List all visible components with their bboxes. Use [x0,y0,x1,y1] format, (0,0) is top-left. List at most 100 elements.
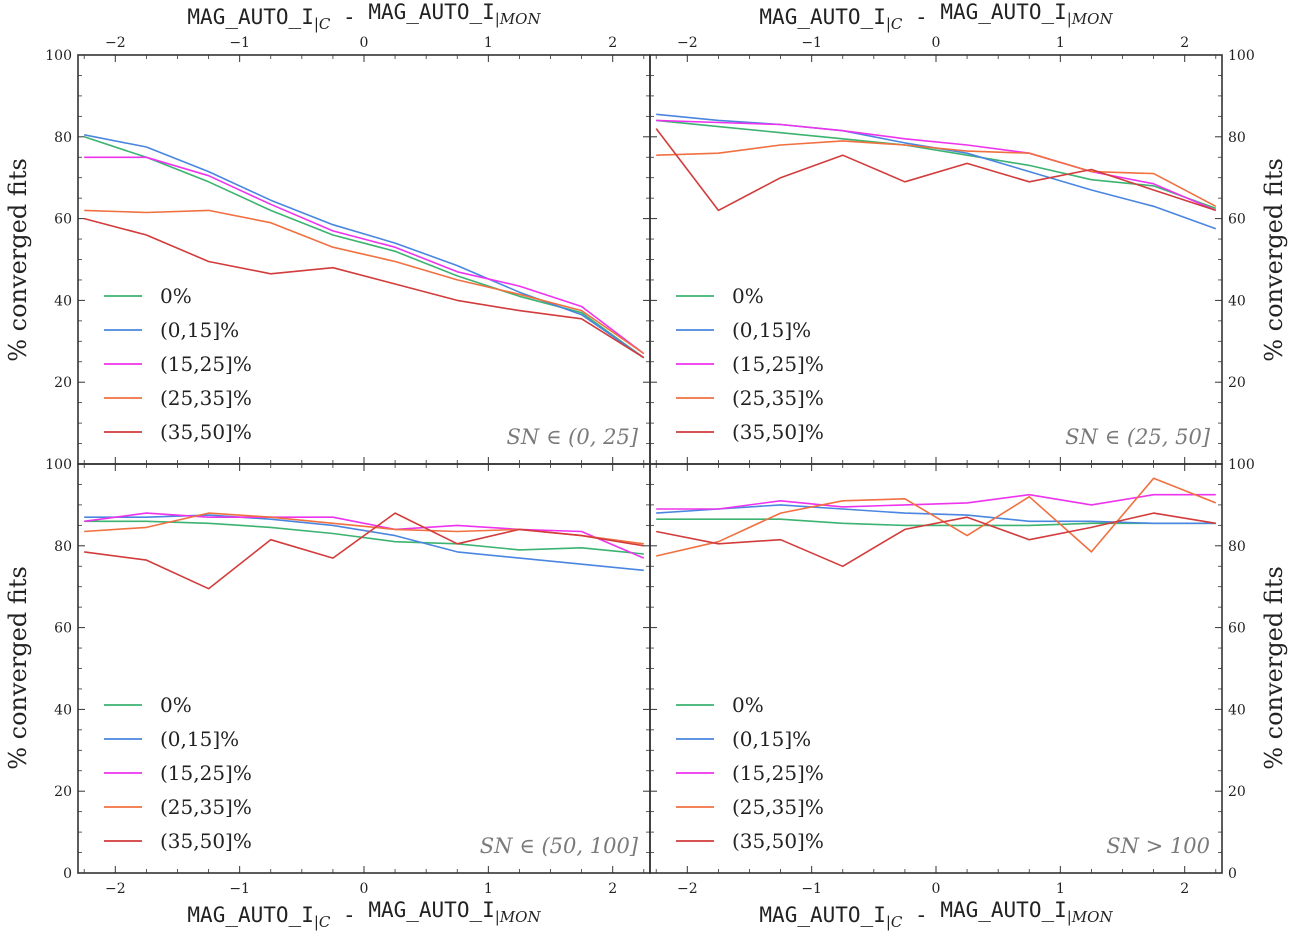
series-line-(15,25]% [656,119,1217,212]
y-axis-title: % converged fits [1260,566,1288,770]
series-line-(35,50]% [655,128,1217,212]
series-line-(25,35]% [84,512,644,545]
legend-label: (25,35]% [160,795,252,819]
legend: 0% (0,15]% (15,25]% (25,35]% (35,50]% [104,693,252,853]
legend: 0% (0,15]% (15,25]% (25,35]% (35,50]% [676,693,824,853]
y-axis-title: % converged fits [4,158,32,362]
x-axis-title-subscript: |C [886,913,903,931]
x-axis-title-subscript: |MON [495,908,542,926]
x-tick-label: 1 [1056,35,1065,51]
series-line-0% [656,119,1217,210]
x-axis-title-part: - [330,5,368,29]
x-axis-title-part: MAG_AUTO_I [940,0,1066,24]
x-tick-label: −2 [677,35,698,51]
series-line-(15,25]% [656,493,1216,510]
x-tick-label: −1 [229,35,250,51]
x-axis-title-part: MAG_AUTO_I [368,0,494,24]
legend-label: (25,35]% [732,795,824,819]
series-line-(0,15]% [84,514,644,572]
panels-layer: −2 −1 0 1 2204060801000%(0,15]%(15,25]%(25,3… [45,35,1254,897]
series-line-(0,15]% [656,113,1217,230]
series-line-(0,15]% [84,134,645,359]
x-axis-title-part: MAG_AUTO_I [940,898,1066,922]
y-tick-label: 60 [1228,212,1246,228]
x-axis-title-part: - [902,903,940,927]
y-tick-label: 0 [63,866,72,882]
sn-annotation: SN ∈ (0, 25] [507,425,639,449]
x-tick-label: −1 [801,881,822,897]
legend-label: 0% [732,693,764,717]
legend-label: 0% [160,693,192,717]
sn-annotation: SN ∈ (25, 50] [1065,425,1211,449]
x-axis-title: MAG_AUTO_I|C - MAG_AUTO_I|MON [187,898,541,931]
series-line-(15,25]% [84,156,645,355]
x-axis-title-part: MAG_AUTO_I [759,903,885,927]
x-tick-label: −1 [229,881,250,897]
y-tick-label: 40 [54,702,72,718]
legend: 0% (0,15]% (15,25]% (25,35]% (35,50]% [676,284,824,444]
legend-label: (25,35]% [160,386,252,410]
x-tick-label: 0 [932,35,941,51]
y-tick-label: 60 [54,621,72,637]
legend: 0% (0,15]% (15,25]% (25,35]% (35,50]% [104,284,252,444]
y-axis-title: % converged fits [4,566,32,770]
panel-top-right: −2 −1 0 1 2 20 40 60 80 100 0% (0,15]% (15,25]% (25,3… [649,35,1255,465]
x-tick-label: 0 [932,881,941,897]
x-axis-title-subscript: |C [886,15,903,33]
y-tick-label: 80 [54,539,72,555]
x-tick-label: −2 [105,881,126,897]
y-tick-label: 20 [1228,375,1246,391]
x-axis-title-part: MAG_AUTO_I [187,5,313,29]
x-axis-title-subscript: |C [314,15,331,33]
series-line-0% [83,136,645,359]
x-axis-title-subscript: |C [314,913,331,931]
legend-label: 0% [160,284,192,308]
x-tick-label: 2 [608,881,617,897]
x-axis-title-part: - [902,5,940,29]
x-axis-title: MAG_AUTO_I|C - MAG_AUTO_I|MON [759,0,1113,33]
legend-label: (15,25]% [160,352,252,376]
x-axis-title-subscript: |MON [1067,908,1114,926]
y-tick-label: 40 [1228,293,1246,309]
y-tick-label: 80 [1228,130,1246,146]
series-line-0% [656,518,1216,527]
x-tick-label: 0 [360,881,369,897]
x-axis-title-subscript: |MON [1067,10,1114,28]
x-tick-label: 0 [360,35,369,51]
legend-label: (0,15]% [160,727,239,751]
series-line-(25,35]% [656,477,1217,557]
sn-annotation: SN ∈ (50, 100] [480,834,639,858]
y-tick-label: 100 [45,457,72,473]
x-tick-label: 1 [484,35,493,51]
x-axis-title: MAG_AUTO_I|C - MAG_AUTO_I|MON [187,0,541,33]
y-tick-label: 100 [45,48,72,64]
axis-titles-layer: MAG_AUTO_I|C - MAG_AUTO_I|MON MAG_AUTO_I|… [4,0,1288,931]
x-tick-label: 1 [1056,881,1065,897]
legend-label: 0% [732,284,764,308]
legend-label: (0,15]% [160,318,239,342]
y-tick-label: 40 [1228,702,1246,718]
legend-label: (0,15]% [732,318,811,342]
y-tick-label: 100 [1228,457,1255,473]
legend-label: (0,15]% [732,727,811,751]
legend-label: (35,50]% [732,829,824,853]
x-axis-title-subscript: |MON [495,10,542,28]
x-tick-label: 1 [484,881,493,897]
x-tick-label: −2 [677,881,698,897]
x-axis-title-part: MAG_AUTO_I [759,5,885,29]
x-tick-label: 2 [1180,881,1189,897]
panel-bottom-left: −2 −1 0 1 20204060801000%(0,15]%(15,25]%(25,… [45,457,651,897]
x-axis-title-part: MAG_AUTO_I [187,903,313,927]
legend-label: (15,25]% [732,761,824,785]
legend-label: (35,50]% [732,420,824,444]
legend-label: (15,25]% [160,761,252,785]
x-tick-label: 2 [1180,35,1189,51]
legend-label: (25,35]% [732,386,824,410]
sn-annotation: SN > 100 [1106,834,1210,858]
legend-label: (15,25]% [732,352,824,376]
legend-label: (35,50]% [160,829,252,853]
y-tick-label: 40 [54,293,72,309]
series-line-(15,25]% [84,512,645,559]
panel-top-left: −2 −1 0 1 2 20 40 60 80 100 0% (0,15]% (15,25]% (25,3… [45,35,651,465]
y-tick-label: 60 [1228,621,1246,637]
